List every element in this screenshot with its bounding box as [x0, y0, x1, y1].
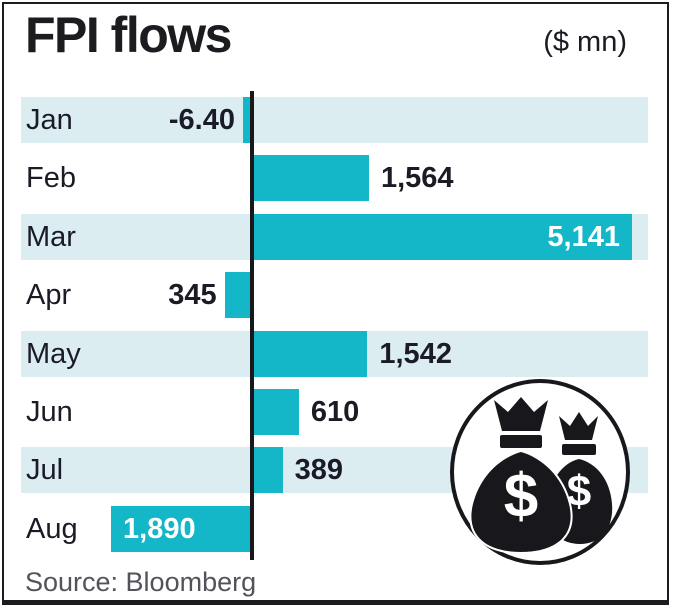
- dollar-sign: $: [504, 462, 538, 531]
- month-label: Jun: [26, 396, 73, 428]
- value-label: 5,141: [547, 220, 620, 253]
- value-bar: [254, 330, 368, 377]
- value-label: 1,542: [379, 337, 452, 370]
- value-label: -6.40: [168, 104, 235, 136]
- chart-row-jun: Jun 610: [21, 389, 648, 435]
- chart-title: FPI flows: [25, 7, 232, 63]
- money-bags-icon: $ $: [450, 379, 630, 565]
- chart-row-may: May 1,542: [21, 330, 648, 377]
- month-label: Mar: [26, 220, 76, 253]
- value-label: 610: [310, 396, 360, 428]
- month-label: Apr: [26, 279, 72, 312]
- month-label: Jul: [26, 454, 64, 487]
- value-bar: [254, 155, 369, 202]
- month-label: Jan: [26, 104, 73, 136]
- value-bar: [111, 505, 250, 552]
- chart-frame: [2, 2, 669, 605]
- value-label: 389: [294, 454, 343, 487]
- month-label: Feb: [26, 162, 76, 195]
- chart-row-feb: Feb 1,564: [21, 155, 648, 202]
- value-bar: [254, 389, 299, 435]
- large-money-bag: [469, 395, 573, 554]
- value-label: 1,890: [123, 512, 196, 545]
- chart-row-apr: Apr 345: [21, 272, 648, 319]
- value-label: 1,564: [380, 162, 454, 195]
- source-credit: Source: Bloomberg: [25, 567, 257, 597]
- unit-label: ($ mn): [543, 26, 627, 58]
- chart-row-aug: Aug 1,890: [21, 505, 648, 552]
- chart-row-jan: Jan -6.40: [21, 97, 648, 143]
- value-label: 345: [168, 279, 217, 312]
- value-bar: [254, 213, 632, 260]
- zero-axis-line: [250, 91, 254, 560]
- month-label: Aug: [26, 512, 78, 545]
- value-bar: [224, 272, 250, 319]
- value-bar: [254, 447, 283, 494]
- value-bar: [243, 97, 250, 143]
- chart-row-mar: Mar 5,141: [21, 213, 648, 260]
- month-label: May: [26, 337, 81, 370]
